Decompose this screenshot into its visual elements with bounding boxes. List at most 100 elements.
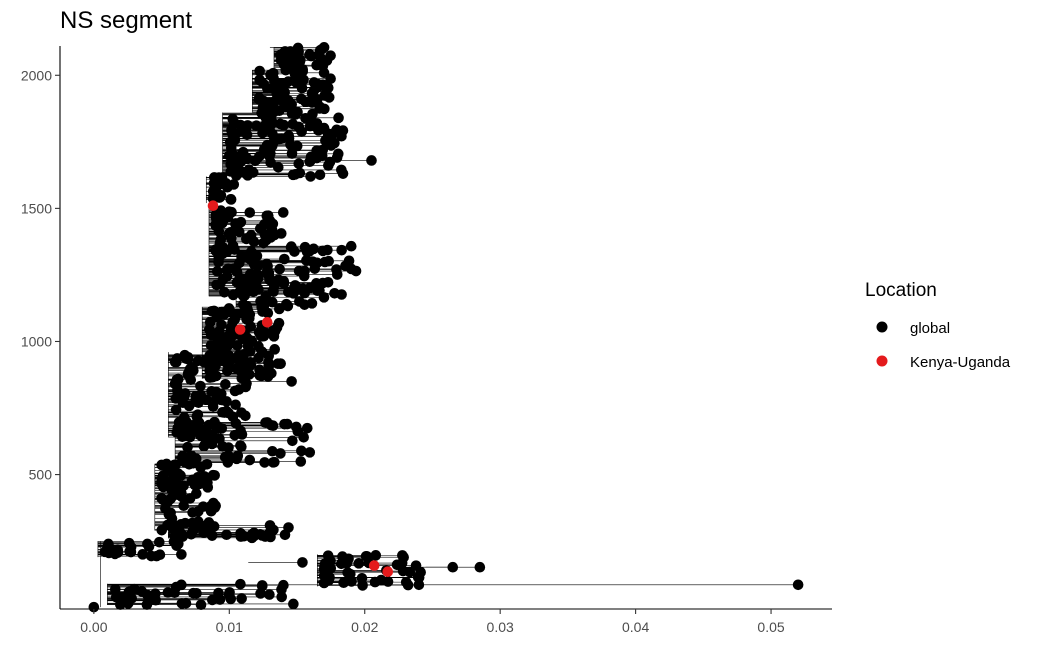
point-global — [264, 589, 275, 600]
point-global — [210, 245, 222, 257]
point-global — [124, 546, 135, 557]
point-global — [170, 404, 182, 416]
point-global — [182, 441, 193, 453]
point-global — [180, 353, 192, 364]
point-global — [252, 260, 264, 271]
point-global — [331, 264, 342, 275]
point-global — [289, 280, 301, 291]
point-global — [109, 584, 121, 595]
point-global — [224, 136, 236, 148]
point-global — [265, 119, 277, 131]
point-global — [260, 327, 271, 339]
point-global — [264, 215, 276, 227]
x-tick-label: 0.03 — [487, 619, 514, 635]
point-global — [210, 370, 222, 382]
point-global — [221, 396, 232, 407]
point-global — [338, 577, 349, 589]
point-global — [301, 246, 313, 258]
point-global — [212, 266, 223, 277]
point-global — [230, 218, 241, 229]
point-kenya-uganda — [207, 200, 219, 212]
point-global — [225, 322, 237, 334]
point-global — [315, 52, 326, 64]
point-global — [109, 548, 121, 560]
point-global — [248, 527, 260, 539]
point-global — [298, 431, 309, 443]
point-global — [143, 541, 155, 552]
point-global — [216, 172, 228, 183]
chart-title: NS segment — [60, 7, 192, 34]
point-global — [227, 307, 238, 319]
point-global — [382, 576, 394, 587]
legend-label-global: global — [910, 320, 950, 337]
point-global — [170, 393, 182, 404]
point-global — [171, 380, 183, 391]
point-global — [308, 94, 319, 105]
point-global — [345, 240, 357, 252]
point-global — [88, 601, 100, 613]
point-global — [238, 167, 249, 178]
point-global — [228, 151, 239, 163]
point-global — [210, 212, 222, 224]
point-global — [187, 507, 198, 518]
point-global — [228, 179, 240, 190]
legend: Location global Kenya-Uganda — [865, 280, 1011, 371]
point-global — [241, 129, 253, 141]
point-global — [219, 451, 231, 463]
point-global — [332, 148, 344, 160]
point-global — [229, 429, 241, 441]
point-global — [221, 405, 232, 417]
point-global — [296, 126, 307, 137]
point-global — [237, 333, 249, 345]
point-global — [210, 500, 221, 512]
point-global — [267, 296, 278, 308]
point-global — [318, 122, 330, 134]
point-global — [209, 416, 220, 428]
point-global — [273, 81, 285, 92]
series-kenya-uganda-points — [207, 200, 394, 578]
legend-swatch-kenya-uganda — [876, 355, 888, 367]
point-global — [345, 568, 356, 580]
point-global — [792, 579, 804, 591]
point-global — [225, 233, 237, 244]
point-global — [222, 263, 234, 274]
point-global — [236, 407, 247, 418]
point-global — [188, 587, 199, 599]
x-tick-label: 0.02 — [351, 619, 378, 635]
point-global — [206, 594, 218, 606]
point-global — [318, 42, 330, 53]
point-global — [190, 488, 202, 499]
point-global — [222, 365, 233, 377]
point-global — [272, 89, 283, 101]
point-global — [235, 119, 246, 131]
point-global — [221, 246, 233, 257]
point-global — [474, 561, 486, 573]
point-global — [333, 112, 344, 124]
point-global — [168, 536, 180, 547]
y-tick-label: 2000 — [21, 67, 52, 83]
point-kenya-uganda — [382, 566, 394, 578]
point-global — [301, 422, 313, 434]
point-global — [156, 524, 168, 536]
point-global — [278, 579, 289, 591]
point-kenya-uganda — [368, 560, 380, 571]
point-global — [195, 599, 207, 611]
point-global — [256, 580, 268, 591]
point-global — [295, 456, 307, 467]
point-global — [286, 148, 298, 159]
point-global — [169, 459, 180, 471]
point-global — [209, 470, 220, 481]
point-global — [286, 241, 297, 252]
point-global — [305, 112, 317, 123]
point-global — [211, 279, 222, 291]
point-global — [219, 286, 230, 298]
point-global — [296, 445, 307, 457]
point-global — [276, 133, 287, 145]
point-global — [170, 522, 181, 534]
x-tick-label: 0.00 — [80, 619, 107, 635]
point-global — [254, 74, 265, 86]
point-global — [184, 363, 196, 375]
point-global — [280, 64, 292, 76]
point-global — [230, 399, 241, 411]
